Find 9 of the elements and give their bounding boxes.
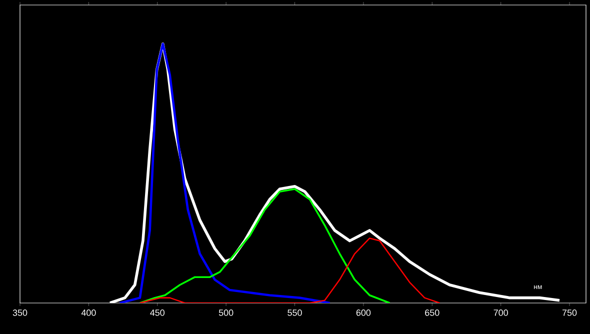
x-tick-label: 350 bbox=[12, 310, 28, 316]
x-tick-label: 500 bbox=[218, 310, 234, 316]
x-tick-label: 750 bbox=[562, 310, 577, 316]
x-tick-label: 400 bbox=[81, 310, 96, 316]
x-tick-label: 600 bbox=[356, 310, 371, 316]
x-tick-label: 450 bbox=[150, 310, 165, 316]
x-tick-label: 700 bbox=[494, 310, 508, 316]
x-tick-label: 650 bbox=[425, 310, 440, 316]
x-tick-label: 550 bbox=[288, 310, 302, 316]
